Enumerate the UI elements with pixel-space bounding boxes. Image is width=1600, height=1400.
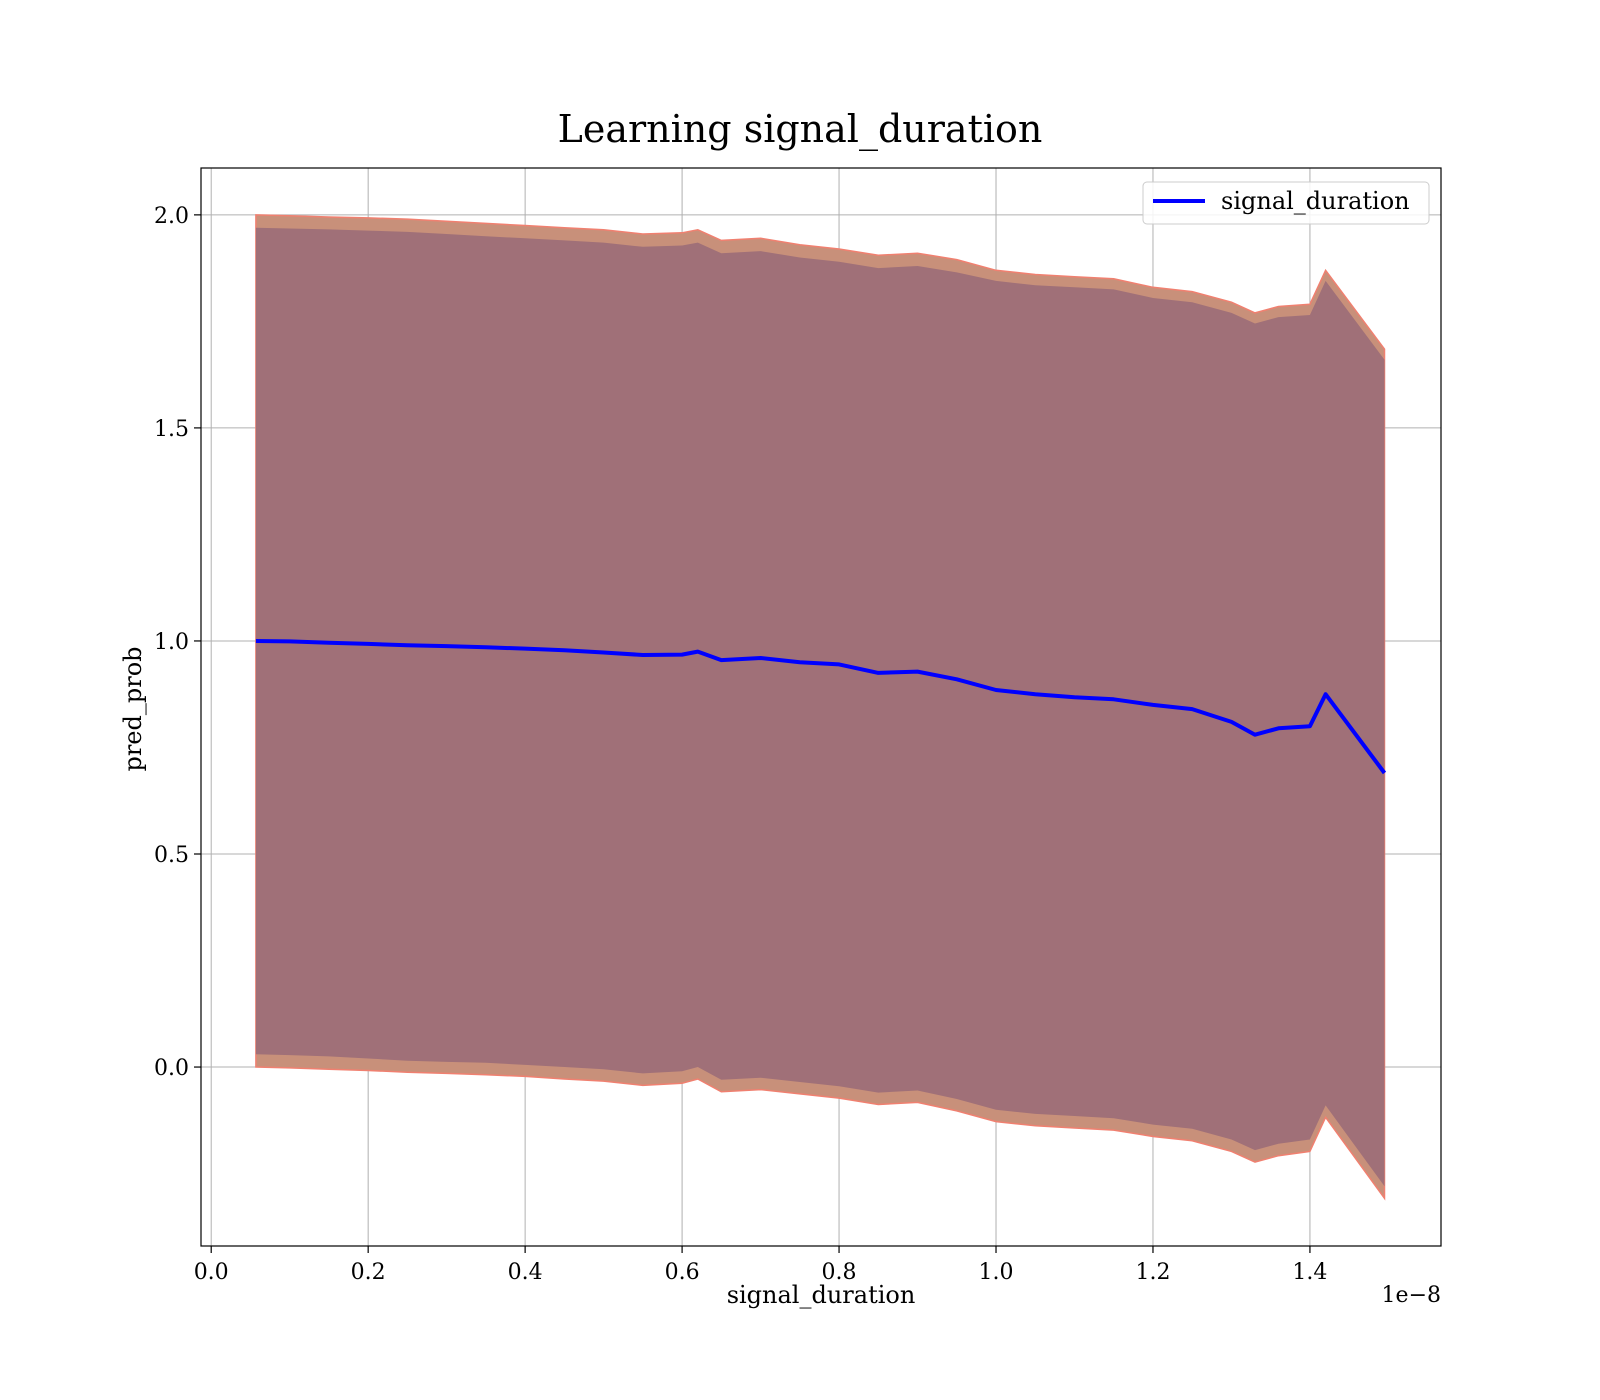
y-tick-label-2: 1.0 (154, 630, 189, 655)
y-axis-ticks: 0.0 0.5 1.0 1.5 2.0 (154, 204, 201, 1081)
y-axis-label: pred_prob (119, 646, 147, 771)
confidence-band (255, 214, 1386, 1201)
x-tick-label-0: 0.0 (194, 1260, 229, 1285)
x-tick-label-7: 1.4 (1292, 1260, 1327, 1285)
legend-entry-label: signal_duration (1221, 187, 1410, 215)
x-tick-label-2: 0.4 (508, 1260, 543, 1285)
legend: signal_duration (1142, 181, 1430, 225)
inner-band-area (255, 227, 1385, 1187)
x-tick-label-5: 1.0 (979, 1260, 1014, 1285)
series-line-group (255, 639, 1387, 775)
x-axis-label: signal_duration (727, 1281, 916, 1309)
y-tick-label-1: 0.5 (154, 843, 189, 868)
x-tick-label-4: 0.8 (822, 1260, 857, 1285)
x-tick-label-3: 0.6 (665, 1260, 700, 1285)
y-tick-label-0: 0.0 (154, 1056, 189, 1081)
x-axis-ticks: 0.0 0.2 0.4 0.6 0.8 1.0 1.2 1.4 (194, 1246, 1327, 1285)
x-tick-label-6: 1.2 (1135, 1260, 1170, 1285)
plot-frame (200, 167, 1442, 1247)
y-tick-label-3: 1.5 (154, 417, 189, 442)
legend-box (1142, 181, 1430, 225)
x-tick-label-1: 0.2 (351, 1260, 386, 1285)
chart-title: Learning signal_duration (558, 107, 1043, 152)
y-tick-label-4: 2.0 (154, 204, 189, 229)
series-line-signal-duration (255, 639, 1387, 775)
x-axis-offset-text: 1e−8 (1382, 1283, 1441, 1308)
